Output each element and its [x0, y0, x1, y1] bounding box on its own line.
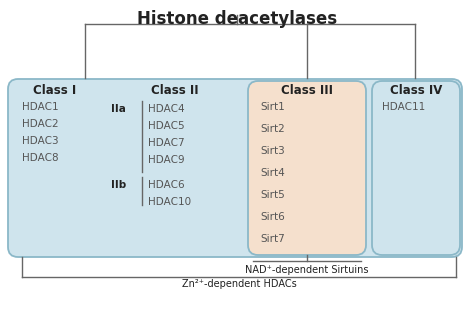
Text: Sirt6: Sirt6: [260, 212, 285, 222]
FancyBboxPatch shape: [248, 81, 366, 255]
Text: HDAC7: HDAC7: [148, 138, 185, 148]
Text: Sirt1: Sirt1: [260, 102, 285, 112]
Text: HDAC4: HDAC4: [148, 104, 185, 114]
Text: HDAC10: HDAC10: [148, 197, 191, 207]
Text: Sirt2: Sirt2: [260, 124, 285, 134]
Text: Sirt3: Sirt3: [260, 146, 285, 156]
Text: Class IV: Class IV: [390, 84, 442, 97]
Text: HDAC11: HDAC11: [382, 102, 425, 112]
Text: Class I: Class I: [33, 84, 77, 97]
Text: IIa: IIa: [111, 104, 126, 114]
Text: Sirt7: Sirt7: [260, 234, 285, 244]
Text: HDAC1: HDAC1: [22, 102, 59, 112]
FancyBboxPatch shape: [372, 81, 460, 255]
Text: HDAC2: HDAC2: [22, 119, 59, 129]
Text: Sirt5: Sirt5: [260, 190, 285, 200]
Text: HDAC5: HDAC5: [148, 121, 185, 131]
Text: HDAC8: HDAC8: [22, 153, 59, 163]
Text: Class III: Class III: [281, 84, 333, 97]
Text: HDAC3: HDAC3: [22, 136, 59, 146]
Text: NAD⁺-dependent Sirtuins: NAD⁺-dependent Sirtuins: [245, 265, 369, 275]
Text: Sirt4: Sirt4: [260, 168, 285, 178]
Text: Class II: Class II: [151, 84, 199, 97]
Text: Histone deacetylases: Histone deacetylases: [137, 10, 337, 28]
Text: IIb: IIb: [111, 180, 126, 190]
FancyBboxPatch shape: [8, 79, 462, 257]
Text: HDAC6: HDAC6: [148, 180, 185, 190]
Text: HDAC9: HDAC9: [148, 155, 185, 165]
Text: Zn²⁺-dependent HDACs: Zn²⁺-dependent HDACs: [182, 279, 296, 289]
